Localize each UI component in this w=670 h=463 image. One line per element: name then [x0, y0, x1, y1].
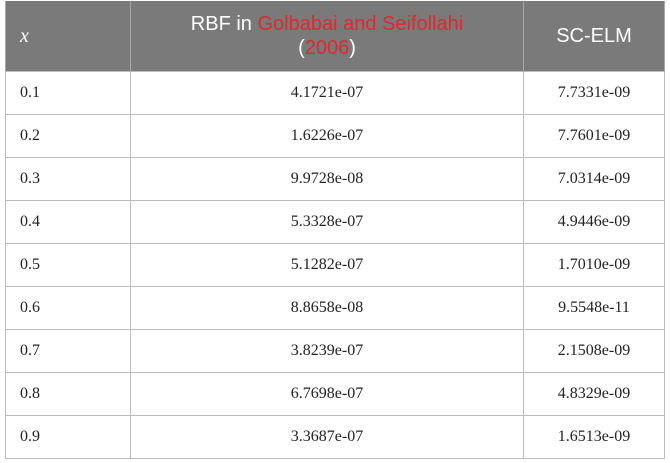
- cell-scelm: 9.5548e-11: [523, 286, 665, 330]
- cell-rbf: 4.1721e-07: [130, 71, 524, 115]
- cell-scelm: 1.6513e-09: [523, 415, 665, 459]
- table-row: 0.5 5.1282e-07 1.7010e-09: [5, 243, 665, 287]
- header-rbf-prefix: RBF in: [190, 13, 258, 35]
- citation-link-golbabai-seifollahi[interactable]: Golbabai and Seifollahi: [257, 13, 464, 35]
- cell-rbf: 3.3687e-07: [130, 415, 524, 459]
- cell-x: 0.3: [5, 157, 131, 201]
- cell-scelm: 7.7601e-09: [523, 114, 665, 158]
- cell-rbf: 1.6226e-07: [130, 114, 524, 158]
- citation-link-year[interactable]: 2006: [304, 37, 350, 59]
- cell-x: 0.8: [5, 372, 131, 416]
- table-header: x RBF in Golbabai and Seifollahi (2006) …: [5, 1, 665, 72]
- cell-rbf: 8.8658e-08: [130, 286, 524, 330]
- cell-scelm: 4.8329e-09: [523, 372, 665, 416]
- header-scelm: SC-ELM: [523, 1, 665, 72]
- cell-x: 0.1: [5, 71, 131, 115]
- cell-rbf: 5.1282e-07: [130, 243, 524, 287]
- cell-rbf: 6.7698e-07: [130, 372, 524, 416]
- header-rbf-open-paren: (: [298, 37, 305, 59]
- cell-x: 0.7: [5, 329, 131, 373]
- cell-scelm: 7.7331e-09: [523, 71, 665, 115]
- cell-x: 0.5: [5, 243, 131, 287]
- cell-rbf: 9.9728e-08: [130, 157, 524, 201]
- cell-rbf: 5.3328e-07: [130, 200, 524, 244]
- header-x: x: [5, 1, 131, 72]
- cell-x: 0.2: [5, 114, 131, 158]
- table-row: 0.9 3.3687e-07 1.6513e-09: [5, 415, 665, 459]
- table-row: 0.2 1.6226e-07 7.7601e-09: [5, 114, 665, 158]
- cell-scelm: 7.0314e-09: [523, 157, 665, 201]
- cell-scelm: 1.7010e-09: [523, 243, 665, 287]
- header-rbf: RBF in Golbabai and Seifollahi (2006): [130, 1, 524, 72]
- table-row: 0.4 5.3328e-07 4.9446e-09: [5, 200, 665, 244]
- table-row: 0.7 3.8239e-07 2.1508e-09: [5, 329, 665, 373]
- table-row: 0.3 9.9728e-08 7.0314e-09: [5, 157, 665, 201]
- header-row: x RBF in Golbabai and Seifollahi (2006) …: [5, 1, 665, 72]
- cell-x: 0.4: [5, 200, 131, 244]
- comparison-table-container: x RBF in Golbabai and Seifollahi (2006) …: [5, 1, 665, 459]
- table-row: 0.6 8.8658e-08 9.5548e-11: [5, 286, 665, 330]
- cell-x: 0.9: [5, 415, 131, 459]
- header-rbf-close-paren: ): [349, 37, 356, 59]
- comparison-table: x RBF in Golbabai and Seifollahi (2006) …: [5, 1, 665, 459]
- cell-x: 0.6: [5, 286, 131, 330]
- table-row: 0.1 4.1721e-07 7.7331e-09: [5, 71, 665, 115]
- table-body: 0.1 4.1721e-07 7.7331e-09 0.2 1.6226e-07 7.76…: [5, 71, 665, 459]
- cell-scelm: 4.9446e-09: [523, 200, 665, 244]
- cell-rbf: 3.8239e-07: [130, 329, 524, 373]
- cell-scelm: 2.1508e-09: [523, 329, 665, 373]
- table-row: 0.8 6.7698e-07 4.8329e-09: [5, 372, 665, 416]
